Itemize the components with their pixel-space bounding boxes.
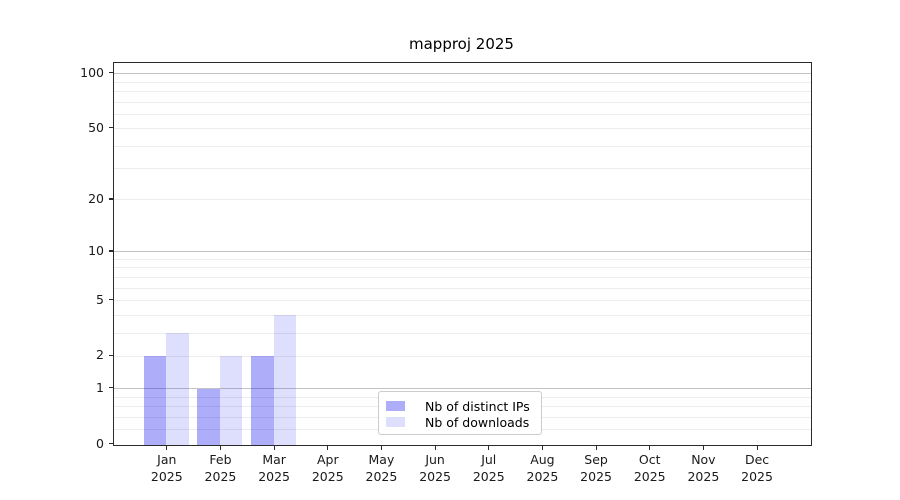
gridline-minor bbox=[114, 101, 811, 103]
legend-swatch-downloads bbox=[386, 417, 405, 427]
y-tick-label: 2 bbox=[96, 347, 104, 363]
y-tick-mark bbox=[108, 299, 113, 301]
gridline-minor bbox=[114, 314, 811, 316]
chart-title: mapproj 2025 bbox=[409, 35, 514, 53]
x-tick-label-year: 2025 bbox=[419, 469, 451, 484]
x-tick-label-month: Sep bbox=[584, 452, 608, 467]
y-tick-label: 0 bbox=[96, 435, 104, 451]
x-tick-mark bbox=[756, 445, 758, 450]
gridline-minor bbox=[114, 267, 811, 269]
x-tick-label-year: 2025 bbox=[580, 469, 612, 484]
x-tick-label-month: Jan bbox=[157, 452, 177, 467]
gridline-major bbox=[114, 251, 811, 253]
gridline-minor bbox=[114, 276, 811, 278]
gridline-minor bbox=[114, 332, 811, 334]
x-tick-label-year: 2025 bbox=[472, 469, 505, 484]
x-tick-label-year: 2025 bbox=[687, 469, 720, 484]
gridline-minor bbox=[114, 145, 811, 147]
gridline-minor bbox=[114, 300, 811, 302]
x-tick-label-month: Jun bbox=[425, 452, 445, 467]
gridline-minor bbox=[114, 355, 811, 357]
x-tick-label: Nov 2025 bbox=[676, 451, 730, 485]
legend-item-distinct-ips: Nb of distinct IPs bbox=[386, 398, 541, 414]
x-tick-mark bbox=[327, 445, 329, 450]
gridline-minor bbox=[114, 259, 811, 260]
bar-jan-downloads bbox=[166, 333, 189, 445]
x-tick-mark bbox=[434, 445, 436, 450]
x-tick-label: Feb 2025 bbox=[193, 451, 247, 485]
x-tick-label-year: 2025 bbox=[365, 469, 398, 484]
x-tick-label: Jul 2025 bbox=[462, 451, 516, 485]
y-tick-mark bbox=[108, 72, 113, 74]
x-tick-label-year: 2025 bbox=[150, 469, 183, 484]
x-tick-mark bbox=[380, 445, 383, 450]
x-tick-mark bbox=[702, 445, 705, 450]
gridline-minor bbox=[114, 128, 811, 130]
bar-mar-downloads bbox=[273, 315, 297, 445]
y-tick-label: 1 bbox=[96, 379, 104, 395]
x-tick-label: Mar 2025 bbox=[247, 451, 301, 485]
y-tick-mark bbox=[108, 250, 113, 252]
legend-label-distinct-ips: Nb of distinct IPs bbox=[425, 398, 530, 414]
bar-feb-distinct-ips bbox=[197, 388, 220, 445]
x-tick-label-month: Aug bbox=[530, 452, 555, 467]
plot-area: Nb of distinct IPs Nb of downloads bbox=[113, 62, 812, 446]
x-tick-label-month: Jul bbox=[481, 452, 497, 467]
y-tick-label: 50 bbox=[88, 119, 104, 135]
x-tick-mark bbox=[541, 445, 544, 450]
x-tick-label-year: 2025 bbox=[633, 469, 666, 484]
x-tick-label: May 2025 bbox=[354, 451, 408, 485]
x-tick-label-year: 2025 bbox=[526, 469, 559, 484]
gridline-major bbox=[114, 388, 811, 390]
y-tick-label: 20 bbox=[88, 190, 104, 206]
x-tick-label: Aug 2025 bbox=[515, 451, 569, 485]
x-tick-label: Jun 2025 bbox=[408, 451, 462, 485]
x-tick-label-year: 2025 bbox=[204, 469, 237, 484]
legend-item-downloads: Nb of downloads bbox=[386, 414, 541, 430]
x-tick-label: Apr 2025 bbox=[301, 451, 355, 485]
x-tick-label-year: 2025 bbox=[741, 469, 773, 484]
x-tick-label: Sep 2025 bbox=[569, 451, 623, 485]
x-tick-label-year: 2025 bbox=[258, 469, 291, 484]
x-tick-label-month: Apr bbox=[316, 452, 339, 467]
x-tick-label-month: Dec bbox=[744, 452, 770, 467]
x-tick-mark bbox=[595, 445, 597, 450]
x-tick-label: Jan 2025 bbox=[140, 451, 194, 485]
y-tick-label: 5 bbox=[96, 291, 104, 307]
y-tick-mark bbox=[108, 387, 113, 389]
gridline-minor bbox=[114, 199, 811, 201]
x-tick-mark bbox=[273, 445, 275, 450]
x-tick-mark bbox=[649, 445, 651, 450]
gridline-minor bbox=[114, 287, 811, 289]
bar-mar-distinct-ips bbox=[251, 356, 274, 445]
gridline-minor bbox=[114, 81, 811, 83]
x-tick-label: Oct 2025 bbox=[623, 451, 677, 485]
x-tick-label-year: 2025 bbox=[311, 469, 344, 484]
x-tick-label: Dec 2025 bbox=[730, 451, 784, 485]
y-tick-mark bbox=[108, 443, 113, 445]
y-tick-mark bbox=[108, 127, 113, 129]
y-tick-mark bbox=[108, 354, 113, 356]
bar-feb-downloads bbox=[219, 356, 243, 445]
gridline-major bbox=[114, 73, 811, 75]
x-tick-label-month: Oct bbox=[638, 452, 661, 467]
x-tick-label-month: Mar bbox=[262, 452, 286, 467]
x-tick-label-month: May bbox=[368, 452, 395, 467]
x-tick-mark bbox=[488, 445, 490, 450]
gridline-minor bbox=[114, 168, 811, 170]
legend-swatch-distinct-ips bbox=[386, 401, 405, 411]
legend-label-downloads: Nb of downloads bbox=[425, 414, 530, 430]
x-tick-label-month: Feb bbox=[209, 452, 232, 467]
legend: Nb of distinct IPs Nb of downloads bbox=[378, 391, 542, 435]
y-tick-mark bbox=[108, 198, 113, 200]
x-tick-label-month: Nov bbox=[691, 452, 716, 467]
x-tick-mark bbox=[166, 445, 168, 450]
bar-jan-distinct-ips bbox=[143, 356, 167, 445]
gridline-minor bbox=[114, 90, 811, 92]
y-tick-label: 100 bbox=[80, 64, 104, 80]
y-tick-label: 10 bbox=[88, 242, 104, 258]
gridline-minor bbox=[114, 113, 811, 115]
x-tick-mark bbox=[219, 445, 222, 450]
